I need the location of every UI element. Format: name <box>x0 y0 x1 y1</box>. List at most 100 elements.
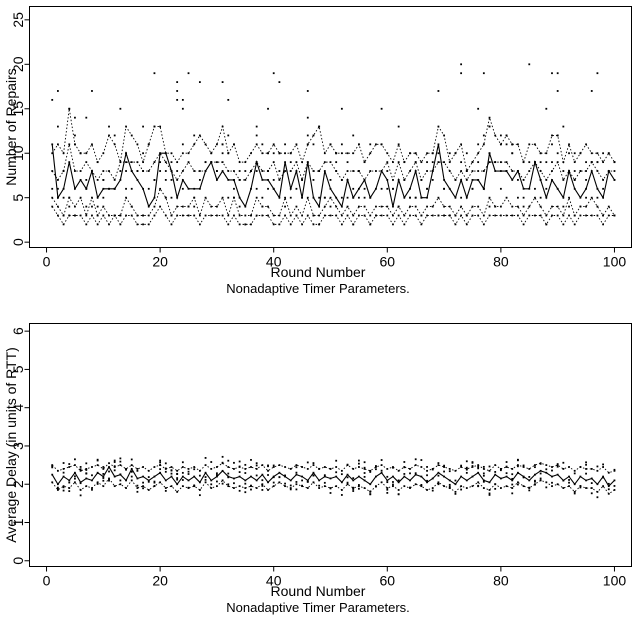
repairs-point <box>198 214 201 217</box>
delay-point <box>346 473 349 476</box>
repairs-scatter-dot <box>602 152 604 155</box>
repairs-point <box>386 205 389 208</box>
delay-scatter-dot <box>238 460 241 463</box>
repairs-scatter-dot <box>346 161 349 164</box>
repairs-scatter-dot <box>312 214 315 217</box>
delay-point <box>454 469 457 472</box>
repairs-point <box>545 179 548 181</box>
repairs-point <box>216 179 218 181</box>
repairs-point <box>159 205 162 208</box>
repairs-point <box>312 223 315 226</box>
repairs-scatter-dot <box>238 170 241 172</box>
repairs-scatter-dot <box>255 170 258 172</box>
repairs-point <box>295 205 298 208</box>
repairs-point <box>255 143 258 146</box>
delay-point <box>431 487 434 489</box>
delay-point <box>216 475 218 478</box>
delay-scatter-dot <box>85 462 88 465</box>
delay-point <box>227 466 230 468</box>
delay-point <box>119 483 122 486</box>
delay-point <box>74 481 76 484</box>
delay-point <box>164 487 167 489</box>
repairs-point <box>244 214 247 217</box>
repairs-scatter-dot <box>119 214 122 217</box>
delay-point <box>204 481 207 484</box>
delay-scatter-dot <box>460 488 463 491</box>
repairs-point <box>113 179 116 181</box>
delay-point <box>210 479 213 482</box>
repairs-point <box>443 205 445 208</box>
repairs-scatter-dot <box>420 214 423 217</box>
repairs-point <box>573 161 576 164</box>
delay-scatter-dot <box>340 473 343 476</box>
repairs-scatter-dot <box>51 98 54 101</box>
repairs-point <box>409 205 411 208</box>
repairs-series-band-3 <box>51 187 615 217</box>
repairs-scatter-dot <box>426 161 428 164</box>
repairs-point <box>204 143 207 146</box>
delay-point <box>170 485 173 488</box>
repairs-point <box>193 214 196 217</box>
delay-scatter-dot <box>187 470 190 473</box>
repairs-scatter-dot <box>352 187 355 190</box>
repairs-point <box>96 179 99 181</box>
delay-scatter-dot <box>392 481 394 483</box>
delay-scatter-dot <box>375 468 377 471</box>
repairs-point <box>301 223 303 226</box>
repairs-scatter-dot <box>454 179 457 181</box>
repairs-point <box>545 196 548 199</box>
delay-point <box>613 469 616 472</box>
repairs-scatter-dot <box>255 187 258 190</box>
repairs-scatter-dot <box>170 214 173 217</box>
delay-scatter-dot <box>522 464 525 467</box>
repairs-scatter-dot <box>573 214 576 217</box>
repairs-point <box>556 214 559 217</box>
repairs-point <box>159 125 162 128</box>
delay-caption: Nonadaptive Timer Parameters. <box>226 600 410 615</box>
delay-point <box>477 471 480 474</box>
delay-point <box>556 483 559 486</box>
repairs-point <box>443 161 445 164</box>
delay-point <box>130 464 133 466</box>
repairs-scatter-dot <box>261 205 264 208</box>
repairs-point <box>590 214 593 217</box>
delay-point <box>596 483 599 486</box>
repairs-scatter-dot <box>409 152 411 155</box>
repairs-point <box>375 170 377 172</box>
delay-point <box>312 464 315 466</box>
repairs-point <box>176 214 179 217</box>
delay-scatter-dot <box>113 459 116 462</box>
delay-scatter-dot <box>113 461 116 463</box>
repairs-point <box>358 214 360 217</box>
delay-scatter-dot <box>193 484 196 487</box>
repairs-point <box>91 170 93 172</box>
delay-point <box>153 475 156 478</box>
delay-point <box>108 462 110 465</box>
repairs-scatter-dot <box>181 98 184 101</box>
repairs-point <box>358 187 360 190</box>
repairs-scatter-dot <box>96 161 99 164</box>
repairs-point <box>358 205 360 208</box>
delay-point <box>471 466 474 468</box>
delay-point <box>130 479 133 482</box>
delay-point <box>494 464 497 466</box>
repairs-scatter-dot <box>164 179 167 181</box>
delay-scatter-dot <box>465 468 468 471</box>
repairs-point <box>363 205 366 208</box>
repairs-scatter-dot <box>68 214 71 217</box>
delay-point <box>238 485 241 488</box>
delay-scatter-dot <box>159 464 162 467</box>
delay-scatter-dot <box>579 485 582 487</box>
repairs-point <box>170 152 173 155</box>
repairs-scatter-dot <box>255 134 258 137</box>
delay-scatter-dot <box>573 472 576 475</box>
delay-point <box>545 464 548 466</box>
repairs-scatter-dot <box>79 152 82 155</box>
delay-point <box>85 485 88 488</box>
repairs-point <box>198 187 201 190</box>
repairs-scatter-dot <box>517 196 519 199</box>
repairs-point <box>522 179 525 181</box>
repairs-point <box>233 170 235 172</box>
repairs-point <box>119 179 122 181</box>
